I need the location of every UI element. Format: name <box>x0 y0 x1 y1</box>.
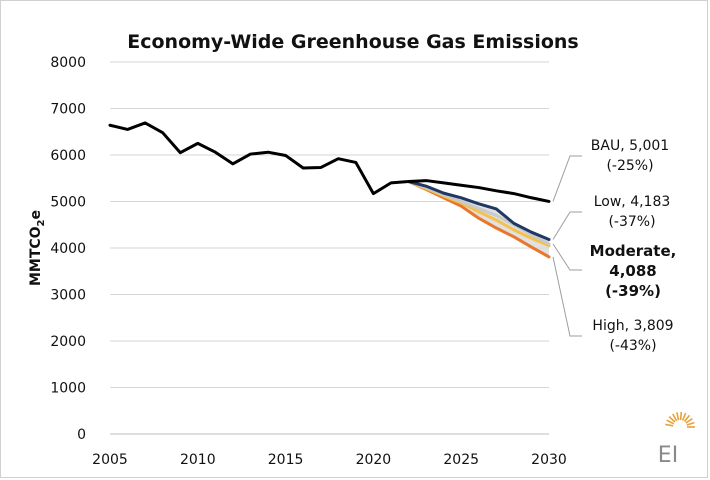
y-tick-label: 2000 <box>50 334 86 350</box>
y-axis-label-tail: e <box>28 210 44 220</box>
y-tick-label: 8000 <box>50 55 86 71</box>
annotation-label: Moderate, <box>590 242 677 260</box>
y-tick-label: 3000 <box>50 288 86 304</box>
x-tick-label: 2005 <box>92 452 128 468</box>
annotation-label: 4,088 <box>609 262 656 280</box>
sunburst-ray <box>685 417 693 424</box>
y-axis-label-sub: 2 <box>36 219 47 226</box>
x-tick-labels: 2005 2010 2015 2020 2025 2030 <box>92 452 567 468</box>
sunburst-ray <box>672 413 678 422</box>
bau-line <box>407 179 551 203</box>
y-tick-label: 6000 <box>50 148 86 164</box>
y-tick-label: 0 <box>77 427 86 443</box>
annotation-label: (-37%) <box>608 214 655 230</box>
annotation-label: (-43%) <box>609 338 656 354</box>
x-tick-label: 2010 <box>180 452 216 468</box>
sunburst-ray <box>681 412 687 421</box>
y-tick-label: 7000 <box>50 102 86 118</box>
y-tick-labels: 0 1000 2000 3000 4000 5000 6000 7000 8000 <box>50 55 86 443</box>
logo-text: EI <box>658 443 678 468</box>
chart-title: Economy-Wide Greenhouse Gas Emissions <box>127 31 579 53</box>
sunburst-ray <box>668 416 676 423</box>
high-line <box>407 180 551 259</box>
annotation-leader-line <box>552 256 582 337</box>
x-tick-label: 2030 <box>531 452 567 468</box>
gridlines <box>110 61 549 435</box>
ei-logo: EI <box>658 411 695 468</box>
y-axis-label-main: MMTCO <box>28 226 44 286</box>
historical-line <box>108 121 411 196</box>
sunburst-ray <box>665 423 674 427</box>
annotation-label: BAU, 5,001 <box>591 138 669 154</box>
annotation-leaders <box>552 155 582 337</box>
y-tick-label: 4000 <box>50 241 86 257</box>
x-tick-label: 2025 <box>443 452 479 468</box>
y-tick-label: 1000 <box>50 381 86 397</box>
annotation-label: (-39%) <box>605 282 661 300</box>
x-tick-label: 2015 <box>268 452 304 468</box>
annotations: BAU, 5,001 (-25%) Low, 4,183 (-37%) Moderate… <box>590 138 677 354</box>
series-lines <box>108 121 551 259</box>
y-tick-label: 5000 <box>50 195 86 211</box>
sunburst-ray <box>683 414 691 423</box>
y-axis-label: MMTCO2e <box>28 210 47 286</box>
x-tick-label: 2020 <box>356 452 392 468</box>
annotation-leader-line <box>552 155 582 202</box>
sunburst-ray <box>676 412 680 421</box>
annotation-label: Low, 4,183 <box>594 194 671 210</box>
sunburst-ray <box>666 419 675 425</box>
annotation-leader-line <box>552 211 582 240</box>
annotation-label: High, 3,809 <box>592 318 673 334</box>
annotation-leader-line <box>552 243 582 271</box>
sunburst-ray <box>686 421 695 426</box>
annotation-label: (-25%) <box>606 158 653 174</box>
low-line <box>407 180 551 241</box>
sunburst-ray <box>679 411 683 421</box>
